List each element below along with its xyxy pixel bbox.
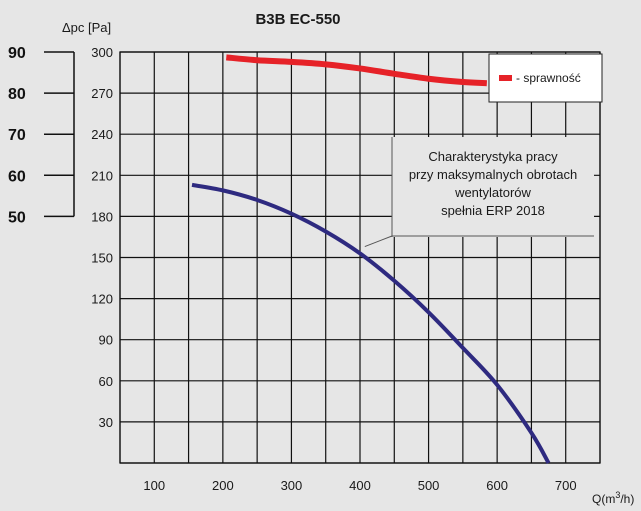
annotation: Charakterystyka pracy przy maksymalnych o… <box>364 137 594 248</box>
pressure-curve <box>191 182 551 464</box>
x-axis-label-superscript: 3 <box>615 490 620 500</box>
x-tick-label: 700 <box>555 478 577 493</box>
secondary-tick-label: 60 <box>8 168 26 185</box>
annotation-pointer <box>364 235 393 248</box>
y-tick-label: 270 <box>91 86 113 101</box>
x-tick-label: 300 <box>281 478 303 493</box>
legend-label: - sprawność <box>516 71 581 85</box>
annotation-box <box>392 137 594 237</box>
y-tick-label: 120 <box>91 292 113 307</box>
chart-title: B3B EC-550 <box>255 11 340 28</box>
y-tick-label: 30 <box>99 415 113 430</box>
y-tick-label: 150 <box>91 251 113 266</box>
x-axis-label: Q(m3/h) <box>592 490 634 506</box>
efficiency-curve <box>226 54 488 87</box>
y-tick-label: 240 <box>91 127 113 142</box>
y-tick-label: 90 <box>99 333 113 348</box>
legend-swatch <box>499 75 512 81</box>
annotation-text: przy maksymalnych obrotach <box>409 167 577 182</box>
y-tick-label: 210 <box>91 168 113 183</box>
y-tick-label: 300 <box>91 45 113 60</box>
legend: - sprawność <box>488 53 603 103</box>
series-lines <box>191 54 551 464</box>
x-tick-label: 600 <box>486 478 508 493</box>
annotation-text: spełnia ERP 2018 <box>441 203 545 218</box>
secondary-tick-label: 50 <box>8 209 26 226</box>
y-tick-label: 60 <box>99 374 113 389</box>
x-tick-label: 400 <box>349 478 371 493</box>
tick-labels: 100 200 300 400 500 600 700 30 60 90 120 150 180 210 2… <box>91 45 576 493</box>
x-tick-label: 100 <box>143 478 165 493</box>
secondary-tick-label: 80 <box>8 86 26 103</box>
annotation-text: Charakterystyka pracy <box>428 149 558 164</box>
annotation-text: wentylatorów <box>454 185 531 200</box>
x-tick-label: 200 <box>212 478 234 493</box>
secondary-tick-label: 90 <box>8 45 26 62</box>
secondary-axis: 50 60 70 80 90 <box>8 45 75 226</box>
y-tick-label: 180 <box>91 209 113 224</box>
x-tick-label: 500 <box>418 478 440 493</box>
grid <box>119 51 601 464</box>
secondary-tick-label: 70 <box>8 127 26 144</box>
y-axis-label: Δpc [Pa] <box>62 20 111 35</box>
